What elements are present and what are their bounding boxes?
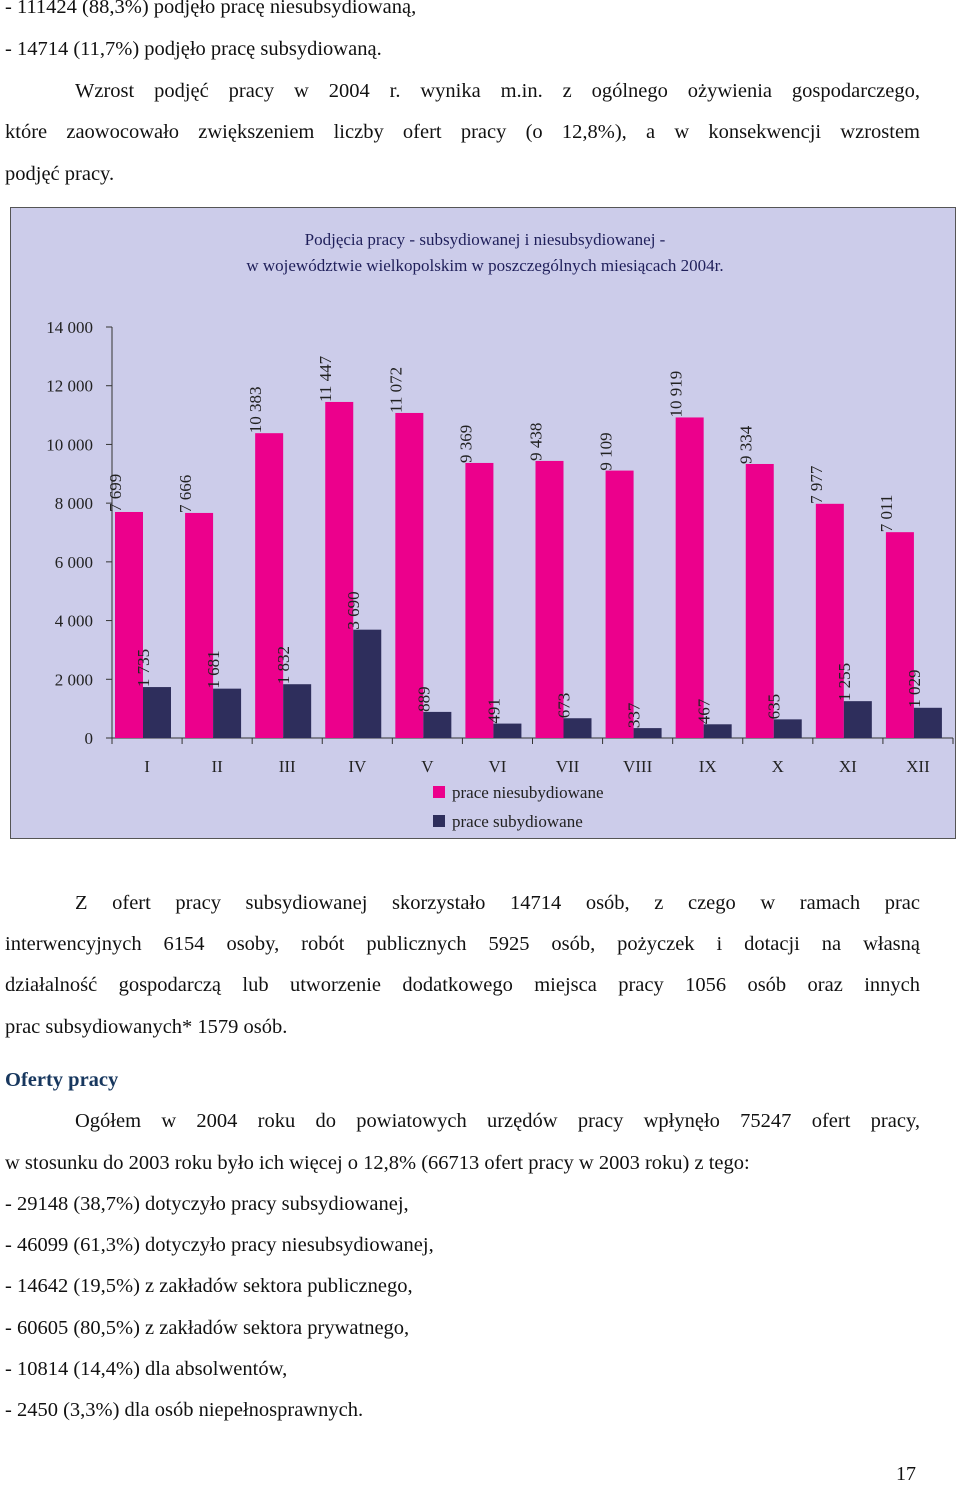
y-tick-label: 4 000 bbox=[55, 612, 93, 631]
data-label: 1 735 bbox=[134, 649, 153, 687]
paragraph2-line-2: interwencyjnych 6154 osoby, robót public… bbox=[5, 933, 920, 955]
x-tick-label: I bbox=[144, 757, 150, 776]
data-label: 635 bbox=[765, 694, 784, 720]
bar-niesubsydiowane bbox=[605, 470, 634, 738]
chart-box: Podjęcia pracy - subsydiowanej i niesubs… bbox=[10, 207, 956, 839]
data-label: 9 334 bbox=[737, 425, 756, 464]
y-tick-label: 6 000 bbox=[55, 553, 93, 572]
bar-niesubsydiowane bbox=[255, 433, 284, 738]
data-label: 9 369 bbox=[456, 425, 475, 463]
x-tick-label: VI bbox=[488, 757, 506, 776]
list-item: - 10814 (14,4%) dla absolwentów, bbox=[5, 1358, 288, 1380]
legend-swatch bbox=[433, 786, 445, 798]
list-item: - 2450 (3,3%) dla osób niepełnosprawnych… bbox=[5, 1399, 364, 1421]
bar-subsydiowane bbox=[633, 728, 662, 738]
y-tick-label: 14 000 bbox=[46, 318, 93, 337]
bar-chart: Podjęcia pracy - subsydiowanej i niesubs… bbox=[11, 208, 955, 838]
bar-subsydiowane bbox=[423, 711, 452, 738]
data-label: 491 bbox=[484, 698, 503, 724]
bar-niesubsydiowane bbox=[675, 417, 704, 738]
bar-subsydiowane bbox=[703, 724, 732, 738]
paragraph1-line-1: Wzrost podjęć pracy w 2004 r. wynika m.i… bbox=[75, 80, 920, 102]
x-tick-label: II bbox=[211, 757, 223, 776]
data-label: 9 109 bbox=[597, 432, 616, 470]
data-label: 9 438 bbox=[527, 423, 546, 461]
data-label: 10 919 bbox=[667, 371, 686, 418]
bar-subsydiowane bbox=[213, 688, 242, 738]
x-tick-label: XI bbox=[839, 757, 857, 776]
data-label: 1 681 bbox=[204, 650, 223, 688]
chart-title: Podjęcia pracy - subsydiowanej i niesubs… bbox=[305, 230, 666, 249]
paragraph2-line-1: Z ofert pracy subsydiowanej skorzystało … bbox=[75, 892, 920, 914]
x-tick-label: III bbox=[279, 757, 296, 776]
data-label: 1 029 bbox=[905, 670, 924, 708]
x-tick-label: X bbox=[772, 757, 784, 776]
data-label: 337 bbox=[625, 702, 644, 728]
section-heading: Oferty pracy bbox=[5, 1069, 119, 1091]
data-label: 11 447 bbox=[316, 355, 335, 402]
x-tick-label: IV bbox=[348, 757, 367, 776]
bar-subsydiowane bbox=[493, 723, 522, 738]
intro-line-2: - 14714 (11,7%) podjęło pracę subsydiowa… bbox=[5, 38, 382, 60]
y-tick-label: 8 000 bbox=[55, 494, 93, 513]
data-label: 11 072 bbox=[386, 367, 405, 413]
data-label: 1 832 bbox=[274, 646, 293, 684]
y-tick-label: 10 000 bbox=[46, 435, 93, 454]
bar-subsydiowane bbox=[143, 687, 171, 738]
bar-subsydiowane bbox=[283, 684, 312, 738]
x-tick-label: VII bbox=[556, 757, 580, 776]
paragraph2-line-4: prac subsydiowanych* 1579 osób. bbox=[5, 1016, 288, 1038]
bar-subsydiowane bbox=[563, 718, 592, 738]
bar-niesubsydiowane bbox=[745, 463, 774, 738]
paragraph1-line-2: które zaowocowało zwiększeniem liczby of… bbox=[5, 121, 920, 143]
bar-niesubsydiowane bbox=[885, 532, 914, 738]
legend-swatch bbox=[433, 815, 445, 827]
paragraph2-line-3: działalność gospodarczą lub utworzenie d… bbox=[5, 974, 920, 996]
data-label: 7 699 bbox=[106, 474, 125, 512]
paragraph3-line-1: Ogółem w 2004 roku do powiatowych urzędó… bbox=[75, 1110, 920, 1132]
list-item: - 46099 (61,3%) dotyczyło pracy niesubsy… bbox=[5, 1234, 434, 1256]
data-label: 673 bbox=[555, 693, 574, 719]
bar-subsydiowane bbox=[843, 701, 872, 738]
bar-niesubsydiowane bbox=[815, 503, 844, 738]
data-label: 467 bbox=[695, 698, 714, 724]
legend-label: prace niesubydiowane bbox=[452, 783, 604, 802]
bar-niesubsydiowane bbox=[325, 401, 354, 738]
legend-label: prace subydiowane bbox=[452, 812, 583, 831]
y-tick-label: 2 000 bbox=[55, 670, 93, 689]
bar-subsydiowane bbox=[913, 707, 942, 738]
chart-subtitle: w województwie wielkopolskim w poszczegó… bbox=[246, 256, 723, 275]
x-tick-label: V bbox=[421, 757, 434, 776]
list-item: - 29148 (38,7%) dotyczyło pracy subsydio… bbox=[5, 1193, 409, 1215]
paragraph3-line-2: w stosunku do 2003 roku było ich więcej … bbox=[5, 1152, 750, 1174]
data-label: 7 977 bbox=[807, 465, 826, 504]
bar-niesubsydiowane bbox=[535, 460, 564, 738]
x-tick-label: VIII bbox=[623, 757, 653, 776]
list-item: - 60605 (80,5%) z zakładów sektora prywa… bbox=[5, 1317, 410, 1339]
bar-niesubsydiowane bbox=[465, 462, 494, 738]
y-tick-label: 0 bbox=[85, 729, 94, 748]
x-tick-label: XII bbox=[906, 757, 930, 776]
paragraph1-line-3: podjęć pracy. bbox=[5, 163, 115, 185]
data-label: 7 011 bbox=[877, 495, 896, 533]
bar-niesubsydiowane bbox=[115, 511, 143, 738]
x-tick-label: IX bbox=[699, 757, 717, 776]
data-label: 3 690 bbox=[344, 591, 363, 629]
data-label: 7 666 bbox=[176, 475, 195, 513]
bar-niesubsydiowane bbox=[185, 512, 214, 738]
y-tick-label: 12 000 bbox=[46, 377, 93, 396]
data-label: 10 383 bbox=[246, 386, 265, 433]
page-number: 17 bbox=[896, 1463, 916, 1485]
intro-line-1: - 111424 (88,3%) podjęło pracę niesubsyd… bbox=[5, 0, 417, 18]
bar-subsydiowane bbox=[353, 629, 382, 738]
list-item: - 14642 (19,5%) z zakładów sektora publi… bbox=[5, 1275, 413, 1297]
data-label: 889 bbox=[414, 686, 433, 712]
data-label: 1 255 bbox=[835, 663, 854, 701]
bar-niesubsydiowane bbox=[395, 412, 424, 738]
bar-subsydiowane bbox=[773, 719, 802, 738]
